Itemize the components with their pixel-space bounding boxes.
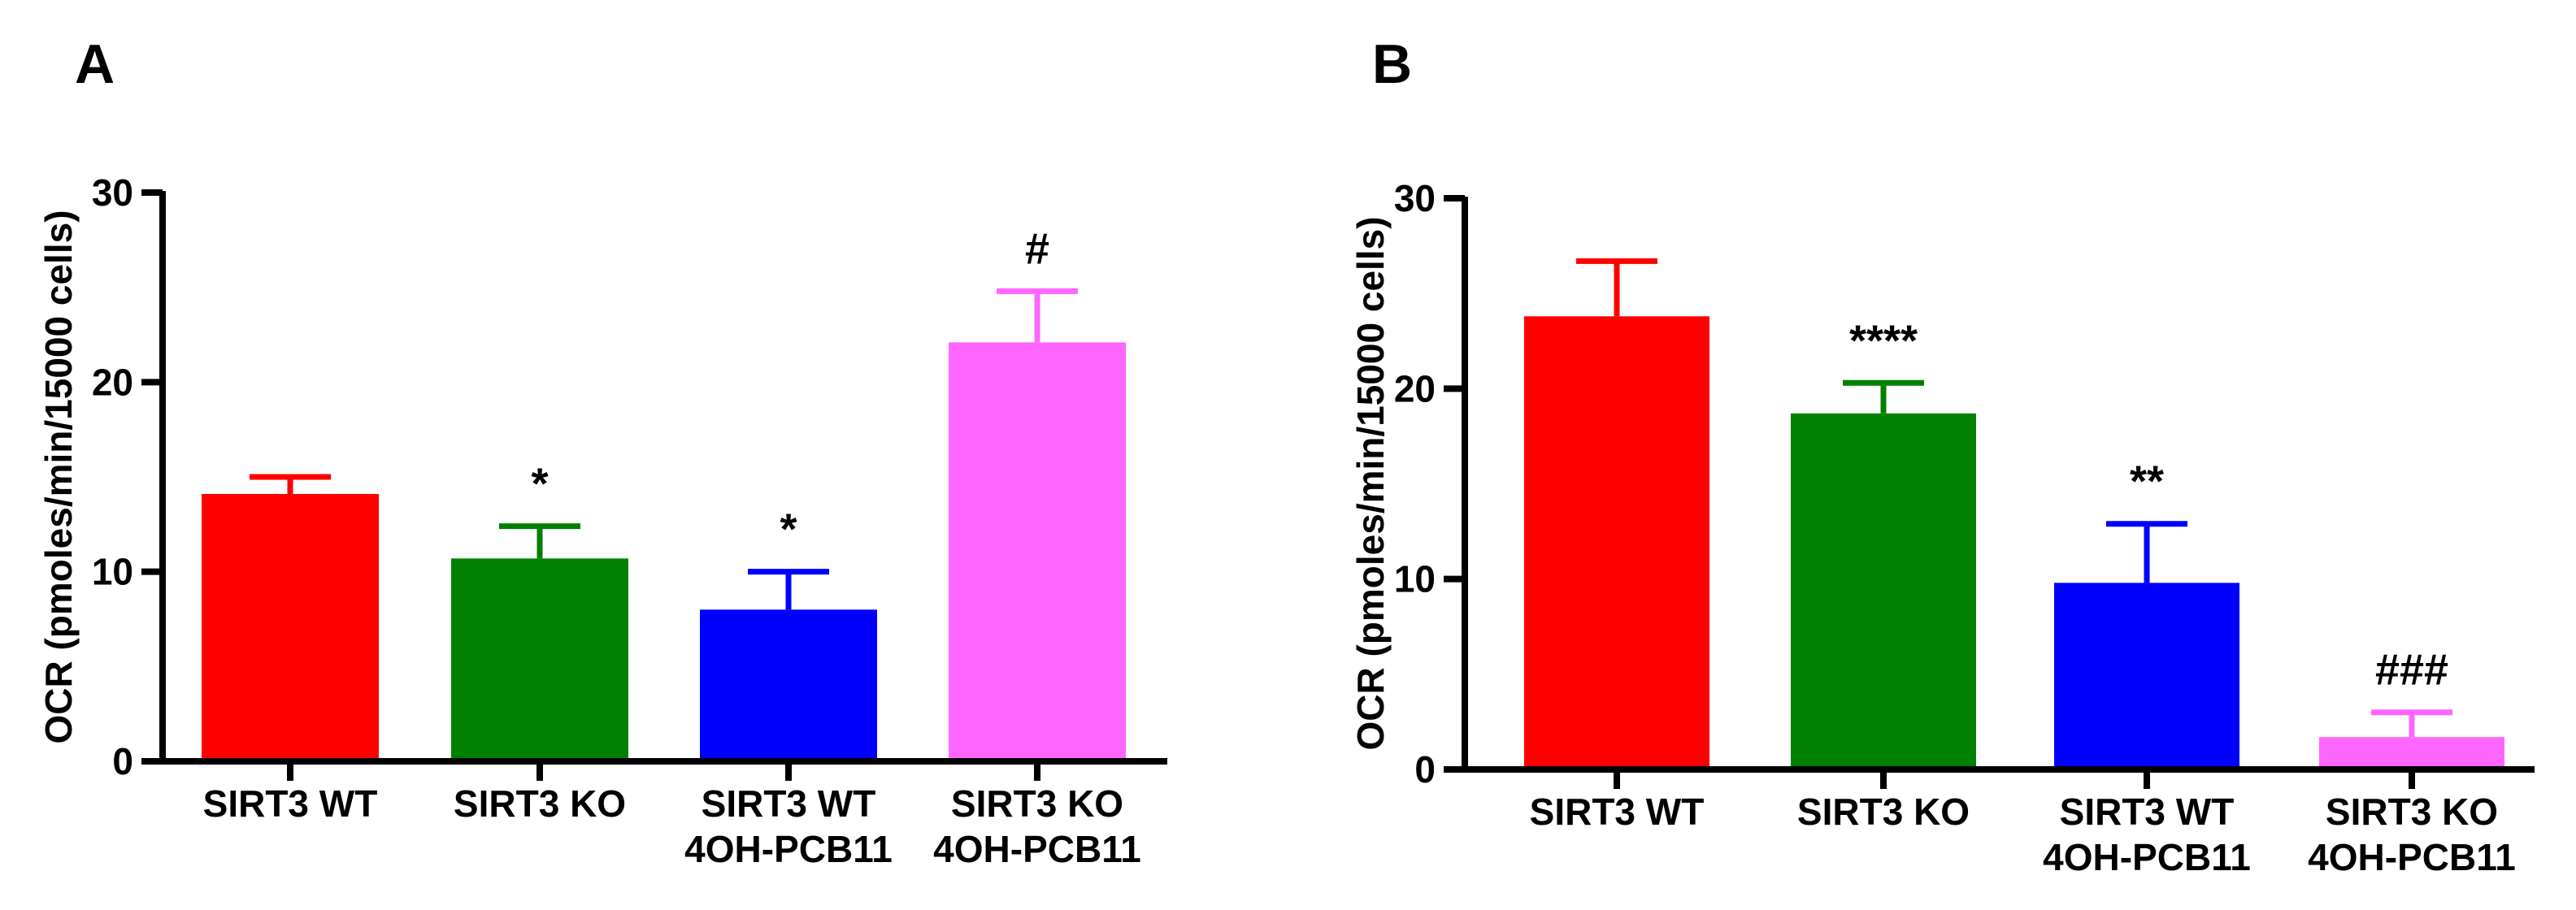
significance-annotation: ### xyxy=(2375,646,2448,695)
bar xyxy=(2319,737,2504,769)
y-axis-label: OCR (pmoles/min/15000 cells) xyxy=(1349,216,1392,750)
bar xyxy=(949,342,1126,761)
x-tick-label: 4OH-PCB11 xyxy=(933,828,1141,870)
significance-annotation: ** xyxy=(2130,457,2164,506)
bar xyxy=(1791,413,1976,769)
significance-annotation: **** xyxy=(1849,316,1918,365)
y-tick-label: 10 xyxy=(92,551,133,593)
y-tick-label: 30 xyxy=(92,171,133,214)
panel-a: A OCR (pmoles/min/15000 cells) * * #0 10 20 30 S… xyxy=(37,33,1167,870)
bar xyxy=(1524,316,1709,770)
x-tick-label: SIRT3 WT xyxy=(702,782,876,825)
x-tick-label: SIRT3 KO xyxy=(951,782,1123,825)
significance-annotation: # xyxy=(1025,224,1049,273)
y-tick-label: 10 xyxy=(1394,558,1436,600)
bar xyxy=(2054,583,2239,769)
x-tick-label: SIRT3 WT xyxy=(1530,791,1705,833)
y-axis-label: OCR (pmoles/min/15000 cells) xyxy=(37,210,80,743)
x-tick-label: 4OH-PCB11 xyxy=(684,828,893,870)
significance-annotation: * xyxy=(531,460,548,509)
significance-annotation: * xyxy=(780,505,797,554)
y-tick-label: 20 xyxy=(92,361,133,403)
bar xyxy=(700,609,877,761)
x-tick-label: SIRT3 WT xyxy=(2060,791,2235,833)
x-tick-label: SIRT3 WT xyxy=(203,782,378,825)
y-tick-label: 20 xyxy=(1394,367,1436,410)
y-tick-label: 30 xyxy=(1394,177,1436,219)
x-tick-label: SIRT3 KO xyxy=(1797,791,1970,833)
y-tick-label: 0 xyxy=(112,740,133,782)
x-tick-label: SIRT3 KO xyxy=(2326,791,2498,833)
panel-label: B xyxy=(1372,33,1412,95)
x-tick-label: 4OH-PCB11 xyxy=(2308,836,2516,878)
bar xyxy=(451,558,628,761)
bar xyxy=(202,494,379,761)
panel-label: A xyxy=(75,33,115,95)
x-tick-label: 4OH-PCB11 xyxy=(2043,836,2251,878)
y-tick-label: 0 xyxy=(1414,748,1436,791)
x-tick-label: SIRT3 KO xyxy=(454,782,626,825)
